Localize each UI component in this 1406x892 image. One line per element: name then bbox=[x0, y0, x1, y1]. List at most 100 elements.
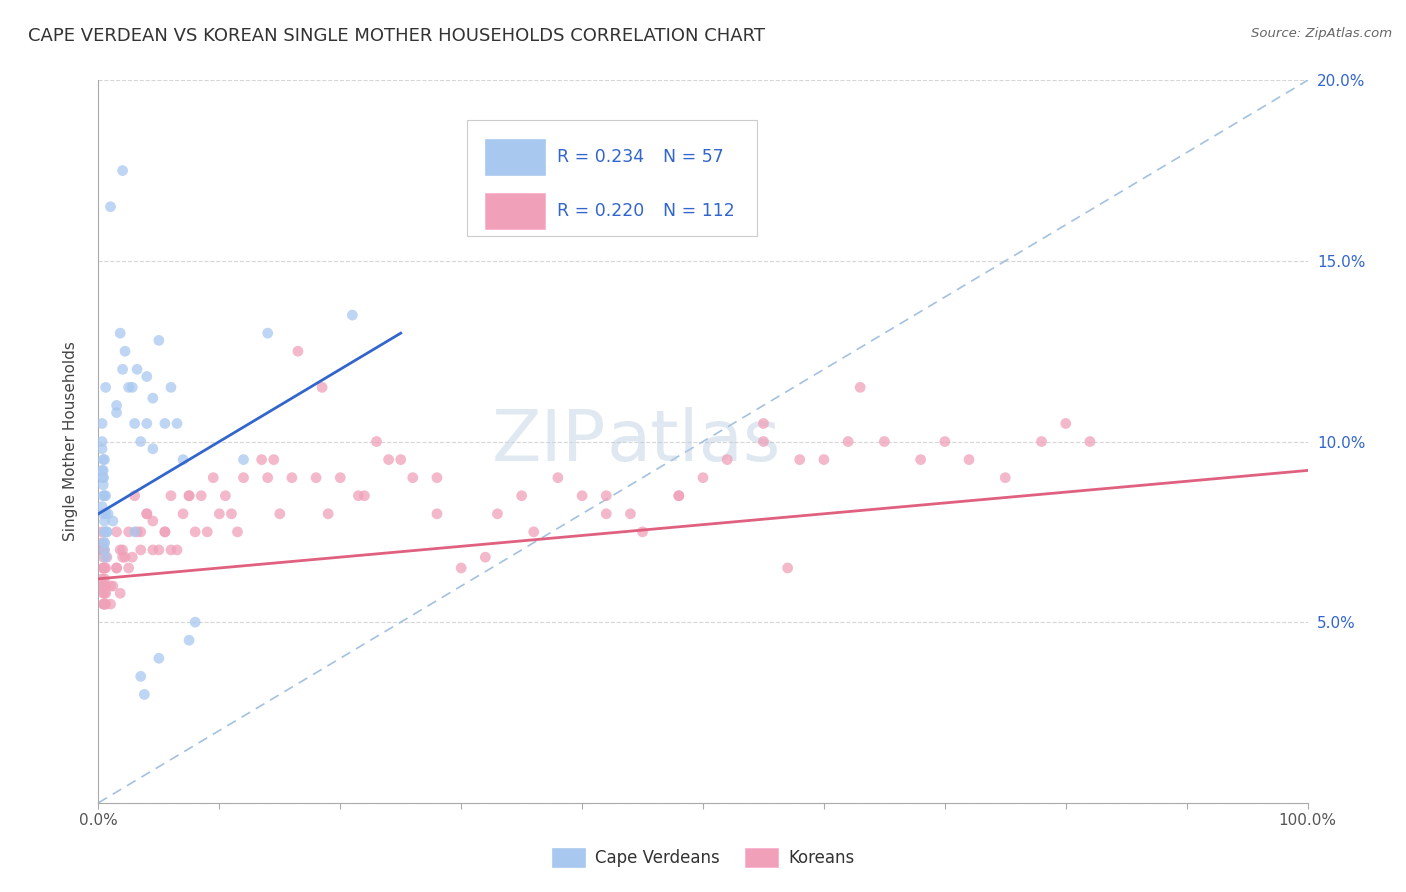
Point bbox=[101, 514, 124, 528]
Point bbox=[124, 524, 146, 539]
Point bbox=[108, 326, 131, 341]
Point bbox=[595, 489, 617, 503]
Point bbox=[547, 471, 569, 485]
Point bbox=[91, 579, 114, 593]
Point bbox=[910, 452, 932, 467]
Point bbox=[93, 524, 115, 539]
Point bbox=[127, 524, 149, 539]
Point bbox=[96, 524, 118, 539]
Point bbox=[752, 417, 775, 431]
Text: Source: ZipAtlas.com: Source: ZipAtlas.com bbox=[1251, 27, 1392, 40]
Point bbox=[166, 542, 188, 557]
Point bbox=[184, 524, 207, 539]
Point bbox=[91, 478, 114, 492]
Point bbox=[96, 524, 118, 539]
Point bbox=[93, 514, 115, 528]
Point bbox=[91, 471, 114, 485]
Point bbox=[91, 442, 114, 456]
Text: atlas: atlas bbox=[606, 407, 780, 476]
Point bbox=[221, 507, 243, 521]
Point bbox=[269, 507, 291, 521]
Point bbox=[129, 524, 152, 539]
Point bbox=[121, 380, 143, 394]
Point bbox=[93, 489, 115, 503]
Point bbox=[619, 507, 641, 521]
Point bbox=[789, 452, 811, 467]
Point bbox=[91, 550, 114, 565]
Point bbox=[166, 417, 188, 431]
Point bbox=[474, 550, 496, 565]
Point bbox=[108, 542, 131, 557]
Point bbox=[91, 561, 114, 575]
Point bbox=[135, 507, 157, 521]
Point bbox=[93, 542, 115, 557]
Point bbox=[108, 586, 131, 600]
Point bbox=[366, 434, 388, 449]
Point bbox=[142, 542, 165, 557]
Text: ZIP: ZIP bbox=[492, 407, 606, 476]
Point bbox=[118, 524, 141, 539]
Point bbox=[93, 597, 115, 611]
Point bbox=[184, 615, 207, 630]
Text: R = 0.220: R = 0.220 bbox=[557, 202, 644, 220]
Point bbox=[311, 380, 333, 394]
Point bbox=[281, 471, 304, 485]
Point bbox=[135, 369, 157, 384]
Point bbox=[450, 561, 472, 575]
FancyBboxPatch shape bbox=[485, 139, 544, 175]
Point bbox=[934, 434, 956, 449]
Point bbox=[91, 561, 114, 575]
Point bbox=[114, 550, 136, 565]
Point bbox=[91, 542, 114, 557]
Point bbox=[93, 452, 115, 467]
Point bbox=[153, 417, 176, 431]
Point bbox=[129, 669, 152, 683]
Point bbox=[668, 489, 690, 503]
Point bbox=[148, 651, 170, 665]
Point bbox=[129, 434, 152, 449]
Point bbox=[94, 380, 117, 394]
Point bbox=[93, 597, 115, 611]
Point bbox=[105, 561, 128, 575]
Point bbox=[172, 452, 194, 467]
Point bbox=[316, 507, 339, 521]
Point bbox=[94, 489, 117, 503]
Point bbox=[232, 471, 254, 485]
Point bbox=[263, 452, 285, 467]
Text: N = 112: N = 112 bbox=[664, 202, 735, 220]
Point bbox=[118, 380, 141, 394]
Point bbox=[148, 542, 170, 557]
Point bbox=[100, 579, 122, 593]
Point bbox=[402, 471, 425, 485]
Point bbox=[91, 417, 114, 431]
Point bbox=[202, 471, 225, 485]
Point bbox=[353, 489, 375, 503]
Point bbox=[94, 550, 117, 565]
Point bbox=[93, 535, 115, 549]
Point bbox=[124, 417, 146, 431]
Point bbox=[160, 542, 183, 557]
Point bbox=[692, 471, 714, 485]
Point bbox=[347, 489, 370, 503]
Point bbox=[813, 452, 835, 467]
Point bbox=[91, 434, 114, 449]
Point bbox=[91, 597, 114, 611]
Point bbox=[342, 308, 364, 322]
Point bbox=[121, 550, 143, 565]
Point bbox=[91, 579, 114, 593]
Point bbox=[111, 362, 134, 376]
Point bbox=[426, 471, 449, 485]
Point bbox=[118, 561, 141, 575]
Point bbox=[114, 344, 136, 359]
Point bbox=[172, 507, 194, 521]
Point bbox=[668, 489, 690, 503]
Point bbox=[837, 434, 859, 449]
Point bbox=[101, 579, 124, 593]
Point bbox=[329, 471, 352, 485]
Point bbox=[91, 535, 114, 549]
Point bbox=[849, 380, 872, 394]
Point bbox=[91, 542, 114, 557]
Point bbox=[91, 452, 114, 467]
Point bbox=[105, 524, 128, 539]
Point bbox=[1031, 434, 1053, 449]
